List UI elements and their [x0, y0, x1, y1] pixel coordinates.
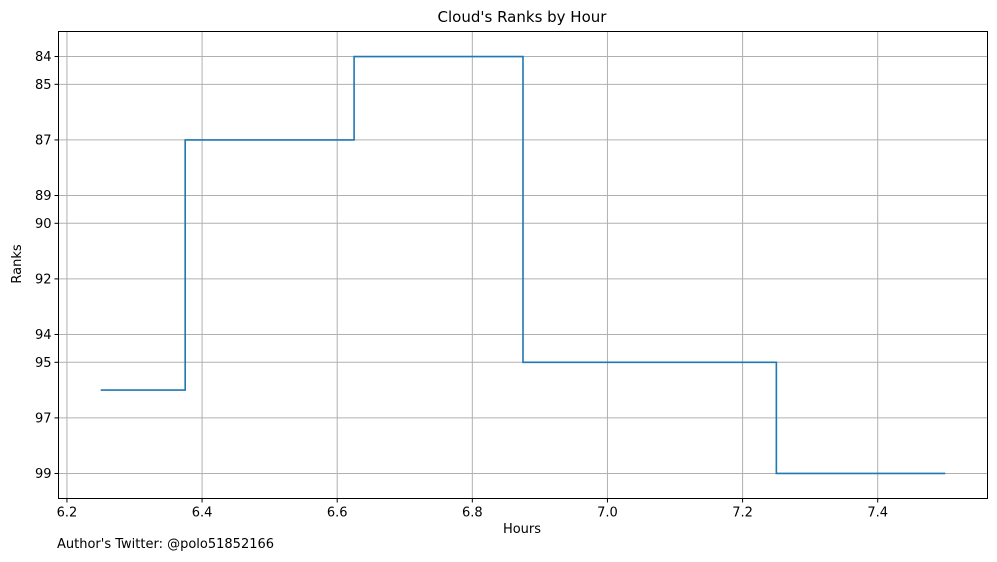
x-tick-label: 6.8 — [462, 506, 483, 521]
y-tick-label: 87 — [35, 133, 52, 148]
rank-series — [100, 55, 946, 475]
x-tick-label: 7.2 — [732, 506, 753, 521]
x-axis-ticks: 6.2 6.4 6.6 6.8 7.0 7.2 7.4 — [57, 498, 888, 521]
y-tick-label: 94 — [35, 328, 52, 343]
y-tick-label: 99 — [35, 467, 52, 482]
y-axis-label: Ranks — [10, 244, 25, 283]
x-tick-label: 6.4 — [192, 506, 213, 521]
plot-frame — [58, 31, 988, 499]
author-footnote: Author's Twitter: @polo51852166 — [57, 537, 275, 552]
rank-step-line — [100, 55, 946, 475]
y-tick-label: 89 — [35, 189, 52, 204]
y-tick-label: 97 — [35, 411, 52, 426]
y-axis-ticks: 84 85 87 89 90 92 94 95 97 99 — [35, 50, 59, 482]
y-tick-label: 92 — [35, 272, 52, 287]
y-tick-label: 90 — [35, 217, 52, 232]
y-tick-label: 85 — [35, 78, 52, 93]
x-tick-label: 6.2 — [57, 506, 78, 521]
x-tick-label: 7.0 — [597, 506, 618, 521]
chart-title: Cloud's Ranks by Hour — [438, 8, 608, 26]
x-axis-label: Hours — [503, 522, 541, 537]
y-tick-label: 95 — [35, 356, 52, 371]
y-tick-label: 84 — [35, 50, 52, 65]
x-tick-label: 6.6 — [327, 506, 348, 521]
x-tick-label: 7.4 — [867, 506, 888, 521]
